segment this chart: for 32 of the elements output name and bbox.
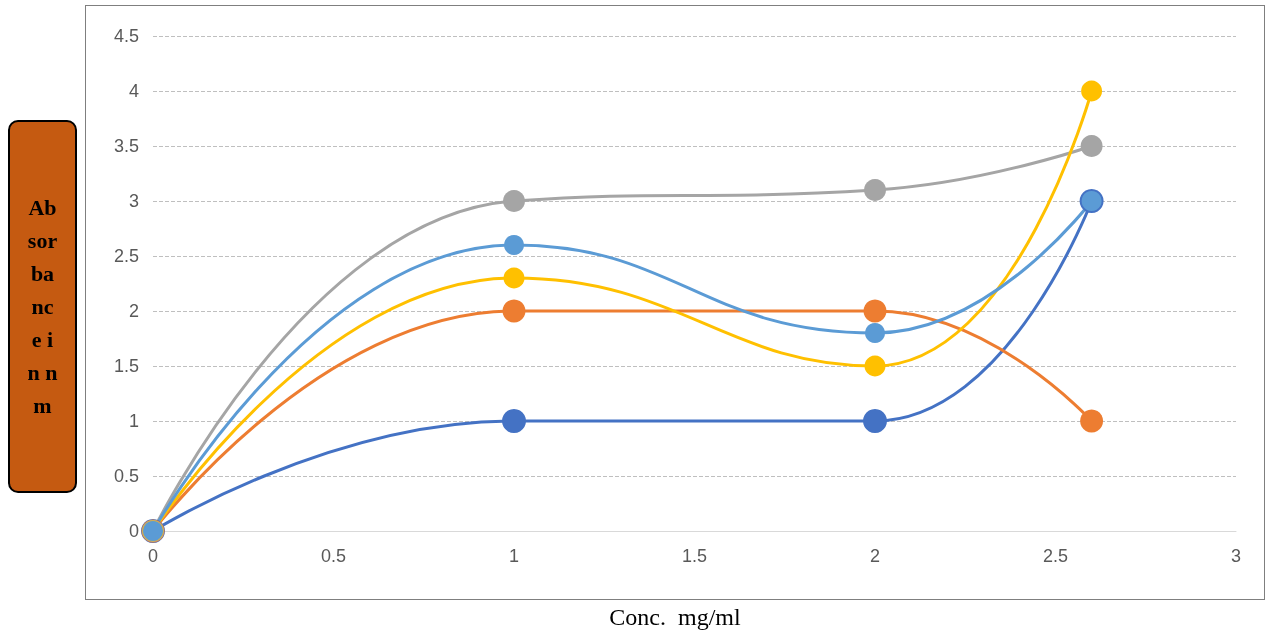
y-tick-label: 2.5 xyxy=(113,246,139,266)
point xyxy=(1081,80,1103,102)
y-tick-label: 0 xyxy=(128,521,139,541)
y-tick-label: 1.5 xyxy=(113,356,139,376)
x-axis-title: Conc. mg/ml xyxy=(608,604,742,631)
point xyxy=(864,355,886,377)
point xyxy=(1080,409,1104,433)
y-tick-label: 3 xyxy=(128,191,139,211)
y-tick-label: 2 xyxy=(128,301,139,321)
point xyxy=(502,409,526,433)
point xyxy=(504,235,524,255)
y-tick-label: 4.5 xyxy=(113,26,139,46)
point xyxy=(864,179,886,201)
point xyxy=(1080,135,1103,157)
x-tick-label: 3 xyxy=(1230,546,1242,566)
point xyxy=(863,299,887,323)
point xyxy=(502,299,526,323)
y-tick-label: 1 xyxy=(128,411,139,431)
y-tick-label: 4 xyxy=(128,81,139,101)
x-tick-label: 2.5 xyxy=(1042,546,1069,566)
point xyxy=(863,409,887,433)
x-tick-label: 1.5 xyxy=(681,546,708,566)
point xyxy=(503,190,525,212)
x-tick-label: 0 xyxy=(147,546,159,566)
x-tick-label: 2 xyxy=(869,546,881,566)
x-tick-label: 0.5 xyxy=(320,546,347,566)
y-tick-label: 0.5 xyxy=(113,466,139,486)
x-tick-label: 1 xyxy=(508,546,520,566)
y-tick-label: 3.5 xyxy=(113,136,139,156)
point xyxy=(865,323,885,343)
y-axis-title: Absorbance in nm xyxy=(27,194,58,420)
point xyxy=(503,267,525,289)
